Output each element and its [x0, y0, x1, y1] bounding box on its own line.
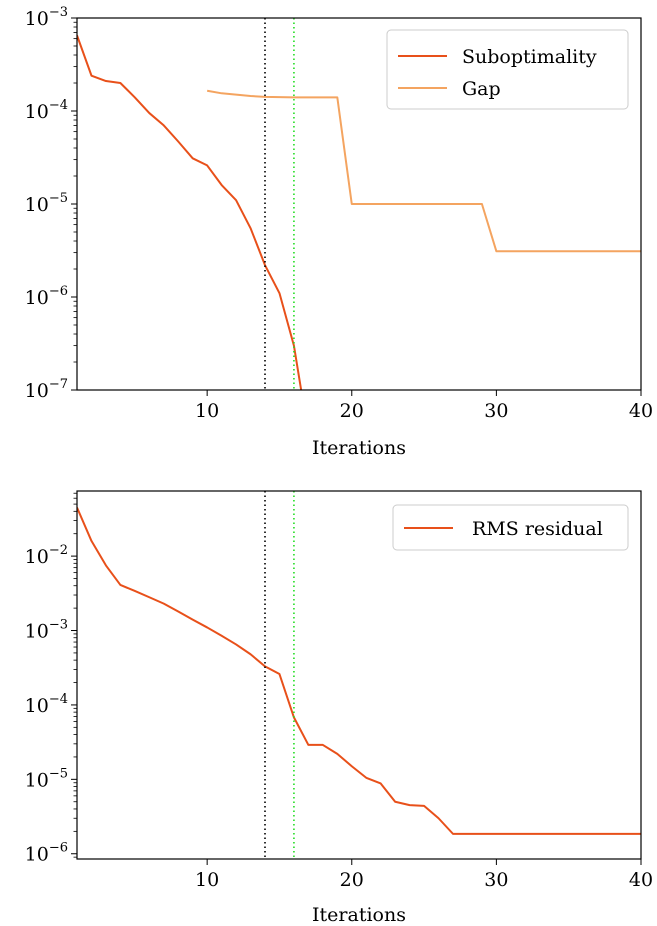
- x-tick-label: 10: [195, 869, 219, 891]
- vline-layer-bottom: [264, 491, 295, 859]
- legend-label-rms-residual: RMS residual: [472, 518, 603, 540]
- x-tick-label: 30: [484, 400, 508, 422]
- y-tick-label: 10−6: [25, 841, 68, 866]
- x-tick-label: 40: [629, 400, 653, 422]
- legend-box-bottom: [392, 504, 629, 551]
- series-line-rms-residual: [77, 507, 641, 835]
- x-tick-label: 10: [195, 400, 219, 422]
- plot-area-bottom: [77, 491, 641, 859]
- series-layer-bottom: [77, 507, 641, 835]
- y-tick-label: 10−5: [25, 766, 68, 791]
- y-ticks-top: 10−7 10−6 10−5 10−4 10−3: [25, 5, 77, 402]
- legend-bottom: RMS residual: [392, 504, 629, 551]
- y-tick-label: 10−3: [25, 5, 68, 30]
- legend-label-gap: Gap: [462, 78, 501, 100]
- y-tick-label: 10−5: [25, 191, 68, 216]
- y-tick-label: 10−2: [25, 543, 68, 568]
- chart-bottom: 10 20 30 40 10−6 10−5 10−4 10−3 10−2 Iterations…: [25, 490, 653, 926]
- y-tick-label: 10−6: [25, 284, 68, 309]
- x-tick-label: 30: [484, 869, 508, 891]
- x-axis-label-top: Iterations: [312, 437, 406, 459]
- series-line-suboptimality: [77, 35, 303, 390]
- legend-top: Suboptimality Gap: [386, 29, 629, 110]
- legend-box-top: [386, 29, 629, 110]
- vline-layer-top: [264, 18, 295, 390]
- y-tick-label: 10−3: [25, 618, 68, 643]
- y-tick-label: 10−4: [25, 98, 68, 123]
- x-tick-label: 20: [340, 400, 364, 422]
- legend-label-suboptimality: Suboptimality: [462, 46, 597, 68]
- x-ticks-bottom: 10 20 30 40: [195, 859, 653, 891]
- x-axis-label-bottom: Iterations: [312, 904, 406, 926]
- series-layer-top: [77, 35, 641, 390]
- plot-frame-bottom: [76, 490, 642, 860]
- x-tick-label: 20: [340, 869, 364, 891]
- series-line-gap: [206, 89, 641, 253]
- y-tick-label: 10−7: [25, 377, 68, 402]
- y-ticks-bottom: 10−6 10−5 10−4 10−3 10−2: [25, 492, 77, 866]
- y-tick-label: 10−4: [25, 692, 68, 717]
- x-ticks-top: 10 20 30 40: [195, 390, 653, 422]
- x-tick-label: 40: [629, 869, 653, 891]
- chart-top: 10 20 30 40 10−7 10−6 10−5 10−4 10−3 Iterations…: [25, 5, 653, 459]
